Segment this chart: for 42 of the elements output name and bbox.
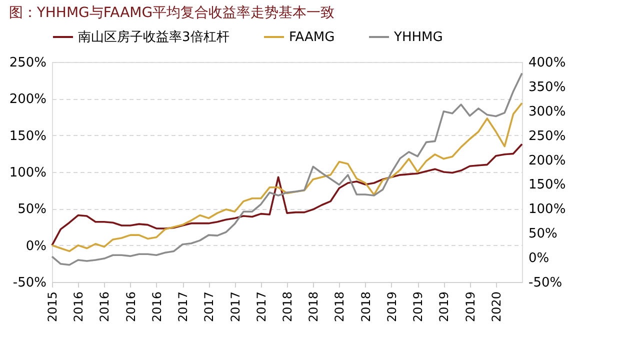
- y2-tick-label: 200%: [528, 153, 566, 168]
- y2-tick-label: 100%: [528, 202, 566, 218]
- y-tick-label: -50%: [12, 276, 46, 290]
- legend-label: YHHMG: [393, 30, 443, 45]
- line-series: [51, 143, 523, 246]
- y2-tick-label: 350%: [528, 80, 566, 95]
- x-tick-label: 2019: [384, 292, 399, 322]
- x-tick-label: 2016: [98, 292, 112, 322]
- y-tick-label: 50%: [18, 202, 46, 218]
- y-tick-label: 200%: [9, 92, 46, 108]
- y2-tick-label: 50%: [528, 226, 558, 242]
- x-tick-label: 2016: [150, 292, 164, 322]
- y-tick-label: 100%: [9, 166, 46, 180]
- x-tick-label: 2018: [358, 292, 373, 322]
- y2-tick-label: 150%: [528, 178, 566, 193]
- x-tick-label: 2017: [254, 292, 268, 322]
- x-tick-label: 2019: [411, 292, 426, 322]
- x-tick-label: 2017: [228, 292, 242, 322]
- x-tick-label: 2018: [280, 292, 294, 322]
- x-tick-label: 2018: [306, 292, 321, 322]
- y2-tick-label: 250%: [528, 128, 566, 144]
- legend-label: 南山区房子收益率3倍杠杆: [78, 29, 230, 45]
- y-tick-label: 150%: [9, 128, 46, 144]
- x-tick-label: 2016: [124, 292, 138, 322]
- y2-tick-label: 300%: [528, 104, 566, 120]
- chart-title: 图：YHHMG与FAAMG平均复合收益率走势基本一致: [8, 5, 335, 21]
- y-tick-label: 0%: [26, 238, 46, 254]
- x-tick-label: 2017: [202, 292, 216, 322]
- x-tick-label: 2020: [489, 292, 504, 322]
- y2-tick-label: 0%: [528, 251, 550, 266]
- x-tick-label: 2017: [176, 292, 190, 322]
- legend-label: FAAMG: [289, 30, 335, 45]
- y2-tick-label: 400%: [528, 56, 566, 70]
- line-series: [51, 72, 523, 266]
- y2-tick-label: -50%: [528, 276, 562, 290]
- y-tick-label: 250%: [9, 56, 46, 70]
- x-tick-label: 2018: [332, 292, 347, 322]
- x-tick-label: 2019: [463, 292, 478, 322]
- line-series: [51, 102, 523, 252]
- x-tick-label: 2015: [46, 292, 60, 322]
- x-tick-label: 2019: [437, 292, 452, 322]
- x-tick-label: 2016: [72, 292, 86, 322]
